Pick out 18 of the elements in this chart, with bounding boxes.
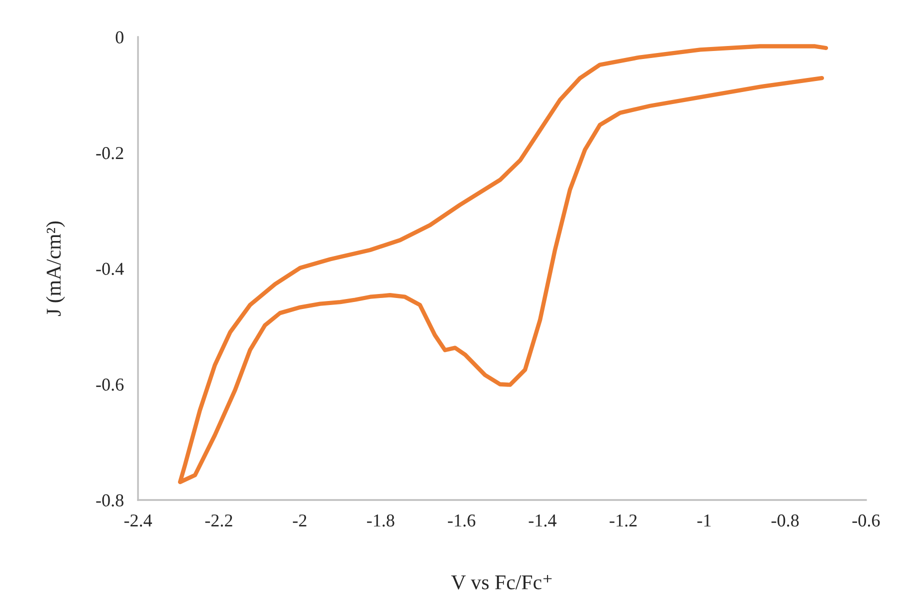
y-tick-label: -0.8 <box>96 494 124 507</box>
line-series <box>178 44 828 484</box>
x-tick-label: -2.2 <box>205 514 232 527</box>
x-tick-label: -1.2 <box>610 514 637 527</box>
x-tick-label: -1.4 <box>528 514 556 527</box>
y-tick-label: -0.2 <box>96 147 124 160</box>
y-tick-label: 0 <box>116 31 124 44</box>
x-tick-label: -1.8 <box>367 514 394 527</box>
x-tick-label: -1.6 <box>448 514 476 527</box>
x-tick-label: -1 <box>697 514 711 526</box>
y-tick-label: -0.6 <box>96 378 124 391</box>
y-axis-title: J (mA/cm²) <box>46 221 65 316</box>
y-tick-label: -0.4 <box>96 262 124 276</box>
x-axis-title: V vs Fc/Fc⁺ <box>451 575 552 590</box>
x-tick-label: -2.4 <box>124 514 152 527</box>
x-tick-label: -0.6 <box>852 514 880 527</box>
x-tick-label: -0.8 <box>771 514 799 527</box>
x-tick-label: -2 <box>292 514 306 526</box>
